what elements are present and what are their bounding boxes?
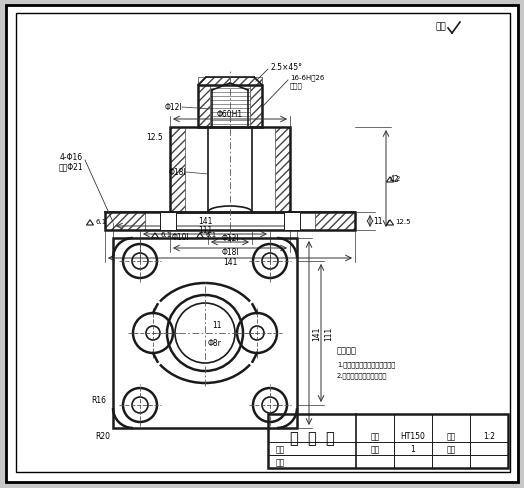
Text: 审核: 审核: [276, 457, 285, 466]
Text: Φ12I: Φ12I: [221, 234, 239, 243]
Text: 111: 111: [198, 226, 212, 235]
Text: 6.1: 6.1: [205, 231, 216, 237]
Text: Φ12I: Φ12I: [165, 103, 182, 112]
Bar: [250, 86, 262, 128]
Text: Φ10I: Φ10I: [171, 233, 189, 242]
Text: 图号: 图号: [446, 444, 456, 453]
Text: 制图: 制图: [276, 444, 285, 453]
Text: 粗牙距: 粗牙距: [290, 82, 303, 89]
Text: 16-6H深26: 16-6H深26: [290, 75, 324, 81]
Text: 6.1: 6.1: [95, 218, 106, 224]
Text: 埋平Φ21: 埋平Φ21: [58, 162, 83, 171]
Text: 141: 141: [223, 258, 237, 267]
Text: 6.1: 6.1: [160, 231, 171, 237]
Text: 4-Φ16: 4-Φ16: [60, 153, 83, 162]
Text: 材料: 材料: [370, 431, 379, 440]
Text: 比例: 比例: [446, 431, 456, 440]
Text: 11: 11: [373, 217, 383, 226]
Text: 1.除非不进行密封，气孔倒角，: 1.除非不进行密封，气孔倒角，: [337, 361, 395, 367]
Bar: [275, 128, 290, 213]
Text: 2: 2: [395, 175, 400, 181]
Bar: [198, 86, 262, 128]
Text: 旋  塞  盖: 旋 塞 盖: [290, 430, 334, 446]
Polygon shape: [6, 6, 518, 482]
Bar: [170, 128, 290, 213]
Text: 42: 42: [389, 175, 399, 183]
Text: Φ8r: Φ8r: [208, 339, 222, 348]
Bar: [198, 86, 210, 128]
Bar: [170, 128, 185, 213]
Bar: [113, 239, 297, 428]
Text: 1: 1: [411, 444, 416, 453]
Bar: [315, 213, 355, 230]
Bar: [105, 213, 145, 230]
Text: 111: 111: [324, 326, 333, 341]
Text: R16: R16: [92, 396, 106, 405]
Text: 技术要求: 技术要求: [337, 346, 357, 355]
Bar: [105, 213, 355, 230]
Text: 1:2: 1:2: [483, 431, 495, 440]
Text: R20: R20: [95, 431, 111, 441]
Text: 141: 141: [198, 217, 212, 226]
Text: 141: 141: [312, 326, 322, 341]
Text: Φ60H1: Φ60H1: [217, 110, 243, 119]
Text: HT150: HT150: [400, 431, 425, 440]
Text: Φ18I: Φ18I: [168, 168, 186, 177]
Text: 再来: 再来: [435, 22, 446, 31]
Text: 数量: 数量: [370, 444, 379, 453]
Text: 12.5: 12.5: [147, 133, 163, 142]
Bar: [284, 213, 300, 230]
Text: 12.5: 12.5: [395, 218, 411, 224]
Text: Φ18I: Φ18I: [221, 248, 239, 257]
Text: 11: 11: [212, 321, 222, 330]
Text: 2.5×45°: 2.5×45°: [270, 63, 302, 72]
Text: 2.未注明尺寸公差为～没。: 2.未注明尺寸公差为～没。: [337, 372, 387, 379]
Bar: [160, 213, 176, 230]
Bar: [198, 78, 262, 86]
Bar: [268, 414, 508, 468]
